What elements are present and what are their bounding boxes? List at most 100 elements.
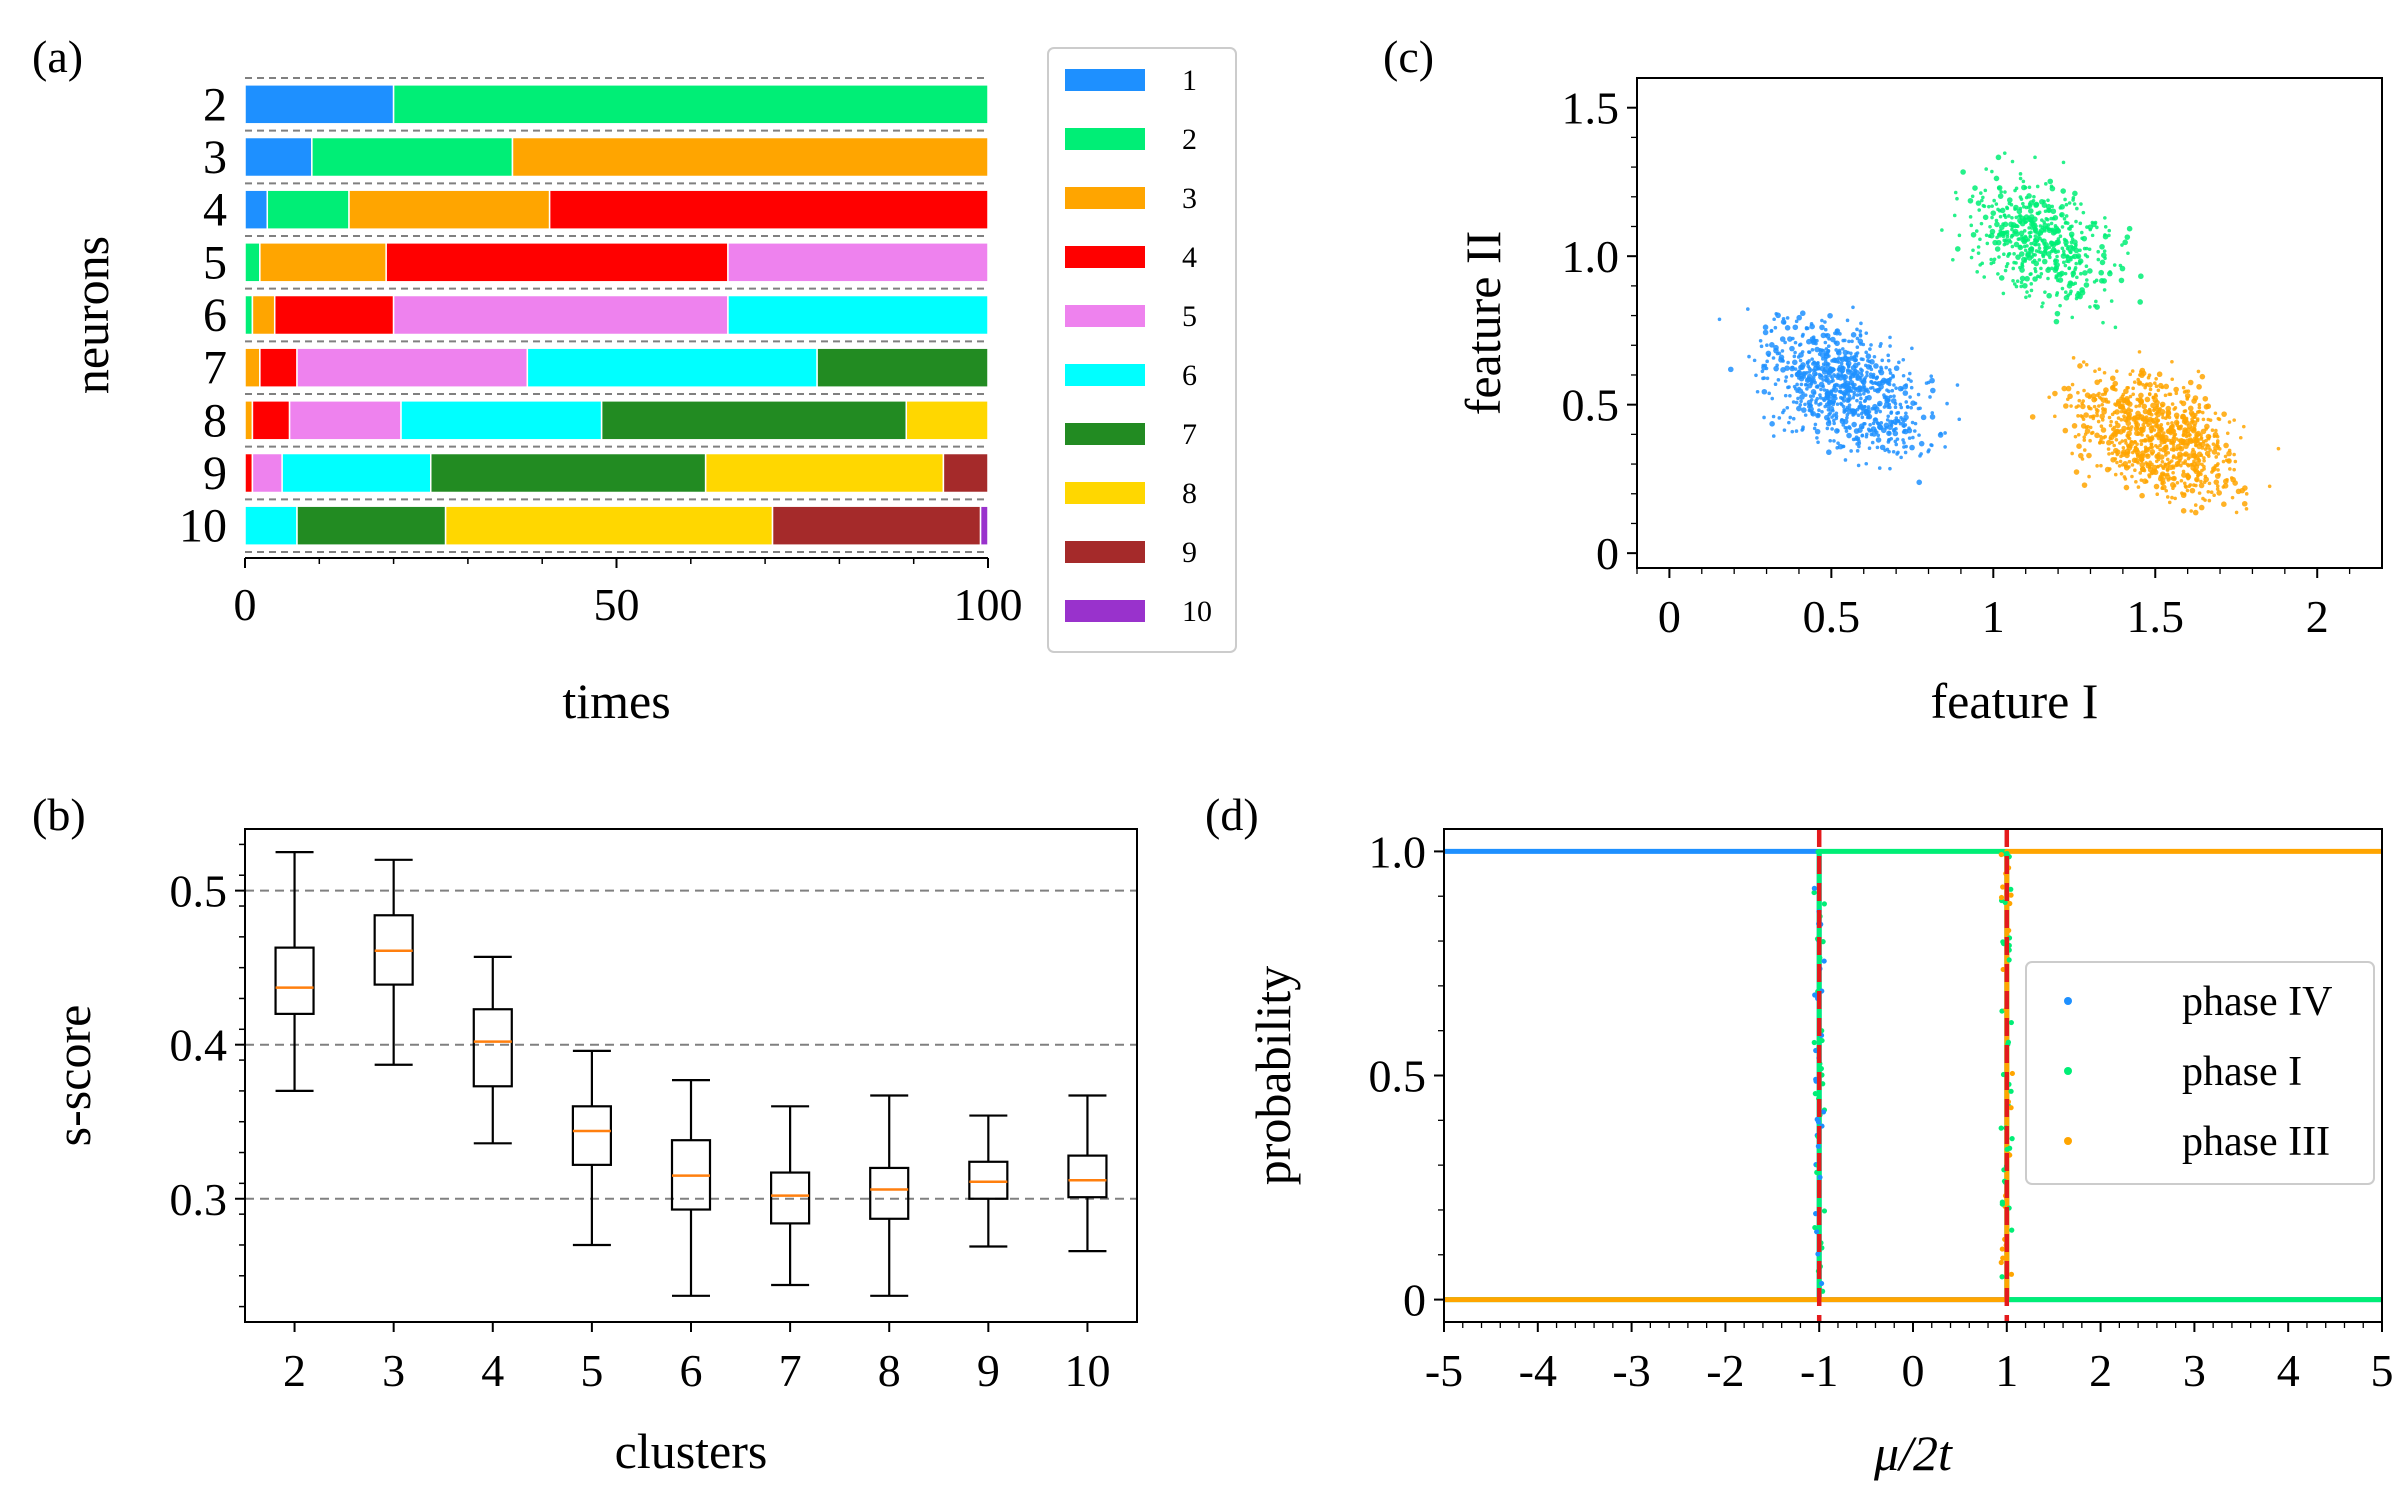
scatter-point [2100, 402, 2105, 407]
scatter-point [1899, 415, 1903, 420]
scatter-point [1896, 410, 1901, 415]
scatter-point [2062, 252, 2066, 256]
box [571, 1105, 612, 1166]
scatter-point [2086, 424, 2090, 429]
panel-label-b: (b) [32, 789, 86, 840]
scatter-point [2199, 433, 2203, 437]
scatter-point [2147, 407, 2152, 412]
scatter-point [1855, 336, 1860, 341]
transition-point [2008, 1019, 2014, 1026]
x-tick-label: 4 [2277, 1345, 2300, 1396]
scatter-point [1867, 429, 1872, 433]
scatter-point [2213, 445, 2219, 451]
x-axis-label: clusters [615, 1423, 768, 1479]
scatter-point [1859, 379, 1864, 383]
scatter-point [2183, 452, 2188, 457]
scatter-point [1804, 383, 1809, 387]
scatter-point [2130, 463, 2135, 467]
scatter-point [1865, 370, 1869, 375]
scatter-point [1910, 420, 1915, 425]
scatter-point [1816, 440, 1820, 445]
scatter-point [2139, 372, 2145, 379]
scatter-point [2080, 401, 2084, 406]
scatter-point [2058, 303, 2062, 308]
scatter-point [2017, 237, 2022, 241]
scatter-point [1815, 412, 1821, 419]
scatter-point [1901, 423, 1906, 428]
scatter-point [2214, 455, 2218, 459]
scatter-point [2150, 445, 2155, 449]
scatter-point [1848, 379, 1855, 386]
scatter-point [2103, 216, 2107, 220]
scatter-point [1836, 383, 1840, 388]
x-tick-label: 0 [1902, 1345, 1925, 1396]
scatter-point [1850, 332, 1857, 338]
scatter-point [1773, 325, 1778, 330]
scatter-point [1952, 213, 1957, 218]
scatter-point [2142, 478, 2148, 485]
scatter-point [2205, 444, 2211, 450]
scatter-point [2221, 485, 2226, 489]
scatter-point [2107, 415, 2112, 420]
scatter-point [2059, 204, 2065, 210]
scatter-point [1982, 214, 1989, 221]
scatter-point [2201, 417, 2206, 422]
scatter-point [1823, 363, 1828, 367]
scatter-point [2115, 452, 2120, 457]
scatter-point [1821, 348, 1826, 353]
scatter-point [1899, 455, 1903, 460]
scatter-point [1823, 404, 1827, 409]
scatter-point [1770, 396, 1775, 401]
scatter-point [1967, 197, 1974, 204]
scatter-point [1769, 342, 1775, 348]
x-tick-label: 3 [2183, 1345, 2206, 1396]
scatter-point [2215, 487, 2220, 491]
scatter-point [2167, 500, 2172, 505]
scatter-point [1957, 233, 1962, 238]
scatter-point [1851, 408, 1858, 415]
scatter-point [1834, 416, 1839, 421]
scatter-point [2232, 480, 2238, 486]
y-tick-label: 8 [203, 394, 227, 447]
scatter-point [1994, 246, 2001, 252]
scatter-point [1929, 377, 1935, 384]
scatter-point [1815, 396, 1820, 401]
scatter-point [2223, 454, 2228, 459]
transition-point [1814, 1169, 1820, 1176]
plot-frame [1636, 77, 2383, 569]
scatter-point [2238, 435, 2243, 440]
scatter-point [2084, 392, 2091, 398]
scatter-point [2126, 251, 2130, 256]
scatter-point [2184, 389, 2189, 394]
scatter-point [2032, 276, 2038, 282]
scatter-point [2145, 420, 2149, 425]
scatter-point [1886, 381, 1890, 386]
transition-point [2008, 892, 2014, 898]
scatter-point [2190, 465, 2196, 471]
scatter-point [2225, 477, 2229, 482]
scatter-point [1918, 440, 1925, 447]
scatter-point [1857, 444, 1861, 449]
transition-point [1813, 1211, 1819, 1217]
scatter-point [1850, 357, 1855, 361]
legend-label: phase I [2182, 1049, 2302, 1095]
scatter-point [2173, 406, 2178, 410]
scatter-point [2018, 206, 2023, 211]
scatter-point [2109, 385, 2116, 391]
scatter-point [1855, 449, 1860, 453]
scatter-point [2054, 262, 2060, 268]
scatter-point [1785, 316, 1790, 320]
scatter-point [2029, 288, 2034, 293]
scatter-point [2029, 414, 2036, 420]
scatter-point [2079, 289, 2086, 296]
scatter-point [1910, 346, 1914, 351]
scatter-point [2059, 270, 2065, 277]
scatter-point [1814, 401, 1818, 405]
scatter-point [1842, 373, 1847, 378]
scatter-point [2188, 483, 2193, 487]
legend-box [2025, 961, 2375, 1185]
scatter-point [2163, 393, 2168, 398]
scatter-point [2017, 244, 2024, 251]
scatter-point [2199, 472, 2203, 477]
